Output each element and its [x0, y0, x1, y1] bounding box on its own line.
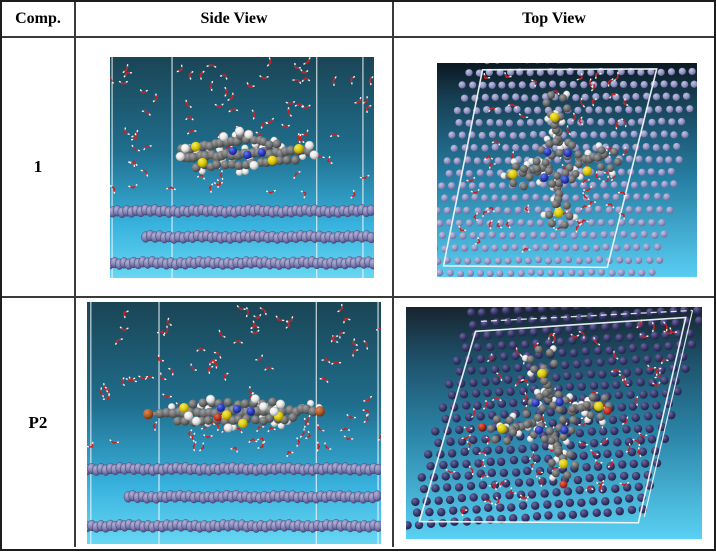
scene-canvas: [406, 306, 702, 539]
header-comp-label: Comp.: [15, 10, 61, 27]
simulation-image-compound-p2-top: [406, 306, 702, 539]
scene-canvas: [110, 56, 374, 278]
header-side-view-label: Side View: [200, 10, 268, 27]
cell-compound-1-top-view: [394, 38, 714, 298]
simulation-image-compound-1-side: [110, 56, 374, 278]
simulation-image-compound-p2-side: [87, 301, 381, 544]
simulation-image-compound-1-top: [437, 63, 697, 277]
header-cell-side-view: Side View: [76, 2, 394, 38]
compound-p2-label: P2: [28, 412, 48, 432]
header-cell-top-view: Top View: [394, 2, 714, 38]
compound-1-label: 1: [33, 157, 43, 176]
header-top-view-label: Top View: [522, 10, 586, 27]
cell-compound-p2-top-view: [394, 298, 714, 547]
header-cell-comp: Comp.: [2, 2, 76, 38]
cell-compound-1-side-view: [76, 38, 394, 298]
row-label-compound-1: 1: [2, 38, 76, 298]
row-label-compound-p2: P2: [2, 298, 76, 547]
cell-compound-p2-side-view: [76, 298, 394, 547]
scene-canvas: [437, 63, 697, 277]
scene-canvas: [87, 301, 381, 544]
